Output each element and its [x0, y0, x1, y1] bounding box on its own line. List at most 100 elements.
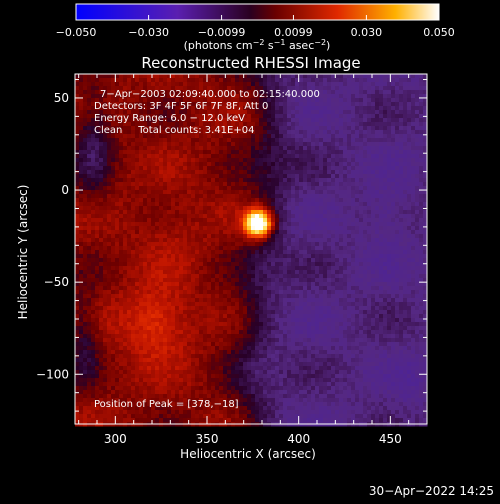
heatmap-cell — [231, 194, 236, 199]
heatmap-cell — [411, 230, 416, 235]
heatmap-cell — [303, 138, 308, 143]
heatmap-cell — [367, 266, 372, 271]
heatmap-cell — [143, 146, 148, 151]
heatmap-cell — [187, 210, 192, 215]
heatmap-cell — [391, 166, 396, 171]
heatmap-cell — [235, 198, 240, 203]
heatmap-cell — [251, 262, 256, 267]
heatmap-cell — [267, 250, 272, 255]
heatmap-cell — [99, 198, 104, 203]
heatmap-cell — [75, 178, 80, 183]
heatmap-cell — [151, 274, 156, 279]
heatmap-cell — [223, 218, 228, 223]
heatmap-cell — [175, 210, 180, 215]
heatmap-cell — [387, 150, 392, 155]
heatmap-cell — [123, 174, 128, 179]
heatmap-cell — [187, 146, 192, 151]
heatmap-cell — [151, 282, 156, 287]
heatmap-cell — [87, 110, 92, 115]
heatmap-cell — [259, 190, 264, 195]
heatmap-cell — [123, 234, 128, 239]
heatmap-cell — [231, 218, 236, 223]
heatmap-cell — [367, 82, 372, 87]
heatmap-cell — [315, 174, 320, 179]
heatmap-cell — [195, 262, 200, 267]
heatmap-cell — [375, 266, 380, 271]
heatmap-cell — [247, 186, 252, 191]
heatmap-cell — [371, 94, 376, 99]
heatmap-cell — [407, 254, 412, 259]
heatmap-cell — [143, 246, 148, 251]
heatmap-cell — [147, 250, 152, 255]
heatmap-cell — [171, 222, 176, 227]
heatmap-cell — [95, 170, 100, 175]
heatmap-cell — [155, 266, 160, 271]
heatmap-cell — [263, 138, 268, 143]
heatmap-cell — [195, 154, 200, 159]
heatmap-cell — [151, 242, 156, 247]
heatmap-cell — [411, 250, 416, 255]
heatmap-cell — [159, 174, 164, 179]
heatmap-cell — [87, 122, 92, 127]
heatmap-cell — [119, 258, 124, 263]
heatmap-cell — [79, 234, 84, 239]
heatmap-cell — [399, 286, 404, 291]
heatmap-cell — [311, 258, 316, 263]
heatmap-cell — [291, 182, 296, 187]
heatmap-cell — [115, 194, 120, 199]
heatmap-cell — [299, 106, 304, 111]
heatmap-cell — [415, 206, 420, 211]
heatmap-cell — [383, 170, 388, 175]
heatmap-cell — [359, 94, 364, 99]
heatmap-cell — [123, 266, 128, 271]
heatmap-cell — [255, 258, 260, 263]
heatmap-cell — [111, 258, 116, 263]
heatmap-cell — [391, 254, 396, 259]
heatmap-cell — [339, 154, 344, 159]
heatmap-cell — [275, 290, 280, 295]
heatmap-cell — [123, 194, 128, 199]
heatmap-cell — [363, 294, 368, 299]
heatmap-cell — [383, 202, 388, 207]
heatmap-cell — [387, 266, 392, 271]
heatmap-cell — [263, 262, 268, 267]
heatmap-cell — [119, 254, 124, 259]
heatmap-cell — [123, 206, 128, 211]
heatmap-cell — [327, 82, 332, 87]
heatmap-cell — [211, 78, 216, 83]
heatmap-cell — [131, 226, 136, 231]
heatmap-cell — [159, 74, 164, 79]
heatmap-cell — [379, 234, 384, 239]
heatmap-cell — [279, 154, 284, 159]
heatmap-cell — [327, 294, 332, 299]
heatmap-cell — [191, 226, 196, 231]
heatmap-cell — [323, 170, 328, 175]
heatmap-cell — [411, 254, 416, 259]
heatmap-cell — [279, 202, 284, 207]
heatmap-cell — [83, 110, 88, 115]
heatmap-cell — [135, 190, 140, 195]
heatmap-cell — [215, 138, 220, 143]
heatmap-cell — [251, 190, 256, 195]
heatmap-cell — [391, 186, 396, 191]
heatmap-cell — [107, 202, 112, 207]
heatmap-cell — [375, 246, 380, 251]
heatmap-cell — [87, 174, 92, 179]
heatmap-cell — [275, 246, 280, 251]
heatmap-cell — [143, 138, 148, 143]
heatmap-cell — [295, 238, 300, 243]
heatmap-cell — [295, 158, 300, 163]
heatmap-cell — [155, 262, 160, 267]
heatmap-cell — [255, 242, 260, 247]
heatmap-cell — [179, 158, 184, 163]
heatmap-cell — [311, 214, 316, 219]
heatmap-cell — [275, 146, 280, 151]
heatmap-cell — [407, 118, 412, 123]
heatmap-cell — [323, 194, 328, 199]
heatmap-cell — [167, 174, 172, 179]
heatmap-cell — [239, 262, 244, 267]
heatmap-cell — [299, 114, 304, 119]
heatmap-cell — [167, 150, 172, 155]
heatmap-cell — [235, 166, 240, 171]
heatmap-cell — [159, 230, 164, 235]
